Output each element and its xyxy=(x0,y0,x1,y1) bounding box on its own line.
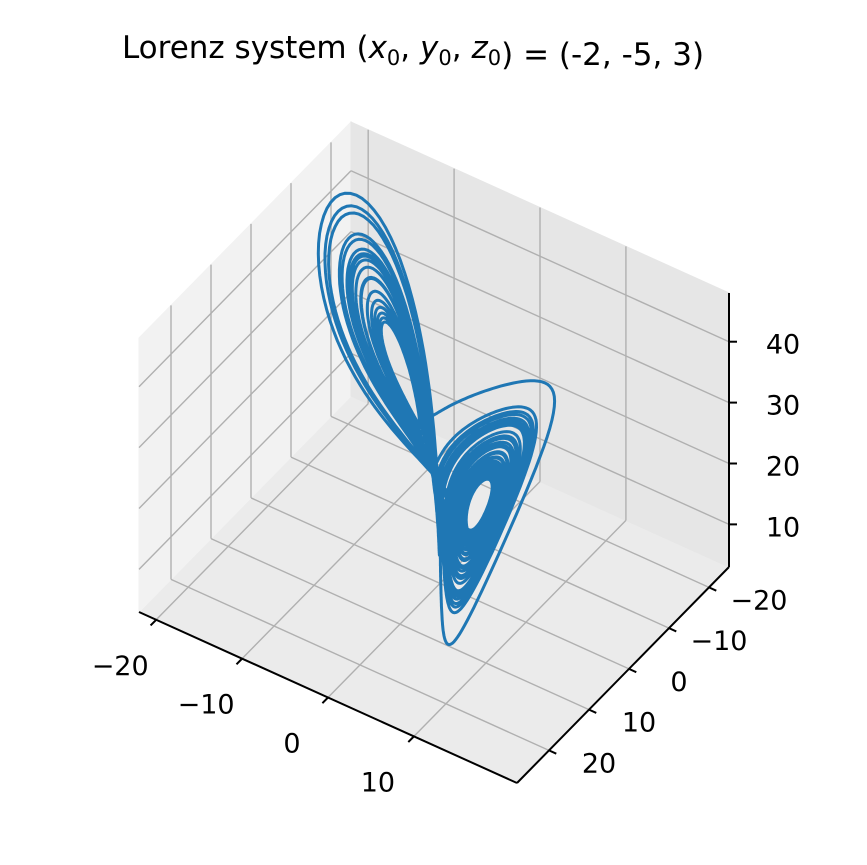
y-tick-tick xyxy=(668,627,677,633)
x-tick-label: 0 xyxy=(283,729,300,760)
z-tick-label: 20 xyxy=(766,451,800,482)
grid-y-floor xyxy=(210,538,590,711)
title-prefix: Lorenz system ( xyxy=(122,30,369,66)
lorenz-trajectory xyxy=(316,191,557,647)
chart-title: Lorenz system (x0, y0, z0) = (-2, -5, 3) xyxy=(122,30,704,73)
z-tick-label: 40 xyxy=(766,330,800,361)
grid-z-left xyxy=(138,170,352,388)
title-suffix: ) = (-2, -5, 3) xyxy=(501,37,704,73)
grid-x-floor xyxy=(155,403,369,621)
grid-y-floor xyxy=(330,415,710,589)
y-tick-label: −10 xyxy=(691,626,748,657)
y-axis-line xyxy=(516,566,730,784)
grid-x-floor xyxy=(413,519,627,737)
x-tick-label: −10 xyxy=(178,690,235,721)
grid-z-left xyxy=(138,231,352,449)
y-tick-label: 0 xyxy=(670,667,687,698)
x-tick-tick xyxy=(407,735,415,743)
y-tick-tick xyxy=(708,586,717,592)
z-tick-label: 30 xyxy=(766,391,800,422)
grid-z-left xyxy=(138,352,352,570)
z-tick-label: 10 xyxy=(766,512,800,543)
grid-z-left xyxy=(138,291,352,509)
gridlines xyxy=(138,129,730,752)
y-tick-label: −20 xyxy=(731,585,788,616)
grid-x-floor xyxy=(241,442,455,660)
y-tick-tick xyxy=(548,749,557,755)
y-tick-label: 20 xyxy=(582,748,616,779)
x-tick-label: −20 xyxy=(92,651,149,682)
x-tick-tick xyxy=(235,657,243,666)
title-math: x0, y0, z0 xyxy=(368,30,502,70)
y-tick-tick xyxy=(628,667,637,674)
y-tick-label: 10 xyxy=(622,708,656,739)
x-tick-tick xyxy=(321,696,329,704)
grid-y-floor xyxy=(170,578,550,752)
x-tick-tick xyxy=(149,619,157,627)
y-tick-tick xyxy=(588,708,597,714)
trajectory-layer xyxy=(316,191,557,647)
x-tick-label: 10 xyxy=(361,767,395,798)
grid-z-back xyxy=(350,230,730,404)
grid-z-back xyxy=(350,170,730,343)
